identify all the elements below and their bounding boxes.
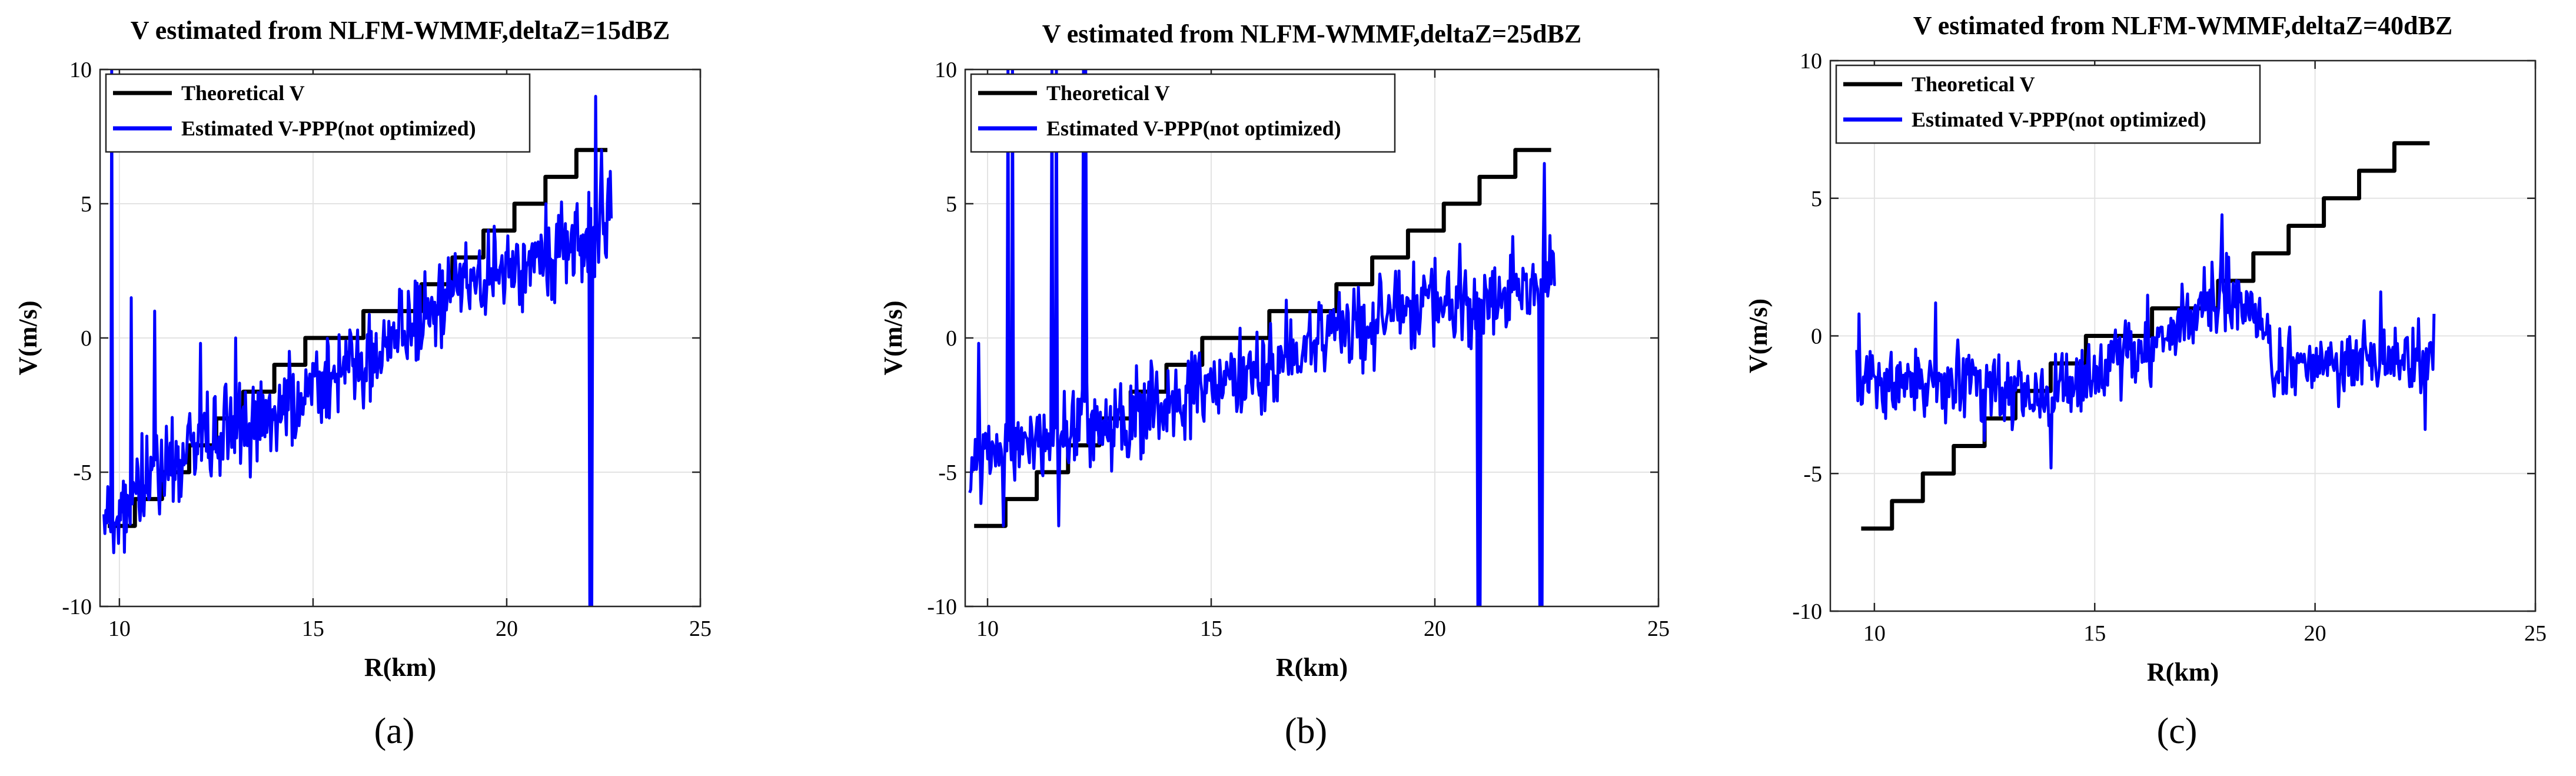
y-tick-label: -10 [62,595,92,619]
x-tick-label: 10 [1863,621,1886,646]
y-axis-label: V(m/s) [879,300,908,375]
y-tick-label: 10 [69,58,92,82]
axes-frame [964,68,1660,608]
y-axis-label: V(m/s) [14,300,42,375]
y-tick-label: 10 [1800,49,1822,74]
panel-letter: (b) [1285,711,1327,751]
x-tick-label: 15 [302,616,324,641]
axes-frame [1829,59,2537,612]
panel-letter: (a) [374,711,415,751]
y-tick-label: -5 [1803,462,1822,486]
series-line-theoretical-v [974,148,1551,528]
legend-label: Estimated V-PPP(not optimized) [181,117,476,140]
x-tick-label: 15 [1200,616,1222,641]
chart-panel-2: 10 15 20 25 -10 -5 0 5 10 Theoretical V Estimated … [879,19,1670,751]
y-tick-label: -5 [73,460,92,485]
y-tick-label: 0 [1811,324,1822,349]
y-tick-label: 5 [81,192,92,217]
x-tick-label: 15 [2083,621,2106,646]
chart-title: V estimated from NLFM-WMMF,deltaZ=40dBZ [1913,11,2452,40]
chart-title: V estimated from NLFM-WMMF,deltaZ=25dBZ [1042,19,1581,48]
x-axis-label: R(km) [2147,658,2219,687]
y-tick-label: 5 [1811,187,1822,211]
legend-box [1835,64,2261,144]
chart-title: V estimated from NLFM-WMMF,deltaZ=15dBZ [131,16,670,45]
x-axis-label: R(km) [1276,653,1348,682]
y-tick-label: -10 [1792,599,1822,624]
y-tick-label: 0 [946,326,957,351]
legend-label: Estimated V-PPP(not optimized) [1912,108,2206,131]
axes-frame [99,68,702,608]
y-tick-label: 10 [935,58,957,82]
x-tick-label: 25 [1647,616,1670,641]
legend-label: Theoretical V [181,81,305,105]
x-tick-label: 20 [1424,616,1446,641]
x-tick-label: 20 [2304,621,2326,646]
series-line-estimated-v [1855,213,2436,470]
x-tick-label: 25 [689,616,712,641]
y-tick-label: -5 [938,460,957,485]
y-axis-label: V(m/s) [1744,299,1773,373]
panel-letter: (c) [2157,711,2198,751]
legend-label: Theoretical V [1912,72,2035,96]
legend-label: Theoretical V [1046,81,1170,105]
legend-box [970,73,1396,153]
legend-box [105,73,531,153]
chart-panel-1: 10 15 20 25 -10 -5 0 5 10 Theoretical V Estimated … [14,16,712,751]
legend-label: Estimated V-PPP(not optimized) [1046,117,1341,140]
series-line-theoretical-v [108,148,608,528]
y-tick-label: 0 [81,326,92,351]
x-tick-label: 25 [2524,621,2547,646]
x-tick-label: 10 [108,616,131,641]
y-tick-label: 5 [946,192,957,217]
series-line-theoretical-v [1861,141,2430,531]
x-tick-label: 10 [976,616,999,641]
x-axis-label: R(km) [364,653,436,682]
chart-panel-3: 10 15 20 25 -10 -5 0 5 10 Theoretical V Estimated … [1744,11,2547,751]
series-line-estimated-v [968,69,1556,606]
x-tick-label: 20 [496,616,518,641]
series-line-estimated-v [102,69,613,606]
y-tick-label: -10 [927,595,957,619]
